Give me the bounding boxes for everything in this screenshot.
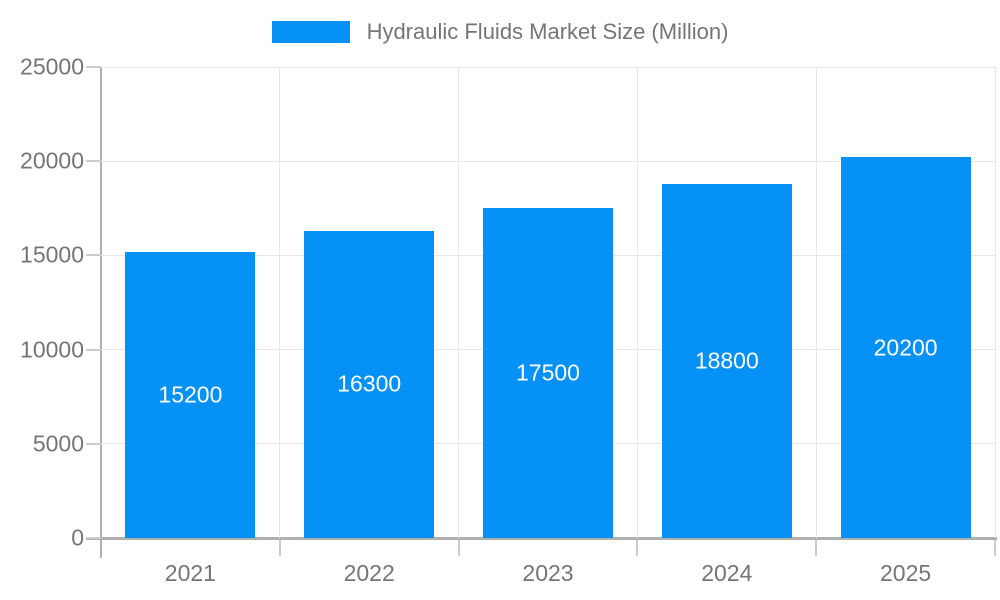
y-axis-tick [86,254,101,257]
x-axis-category-label: 2025 [880,560,932,586]
plot-area: 15200 16300 17500 18800 20200 [101,66,996,538]
legend-label: Hydraulic Fluids Market Size (Million) [366,19,729,44]
x-axis-baseline [86,537,997,540]
y-axis-tick-label: 20000 [20,147,84,174]
y-axis-tick [86,66,101,68]
h-gridline [101,66,995,68]
y-axis-tick-label: 10000 [20,336,84,363]
legend-swatch[interactable] [271,21,350,43]
v-gridline [458,67,460,538]
bar-2025[interactable]: 20200 [840,157,971,538]
y-axis-tick [86,442,101,445]
v-gridline [994,67,996,538]
bar-value-label: 15200 [158,381,223,408]
x-axis-category-label: 2022 [343,560,395,586]
bar-value-label: 18800 [694,347,759,374]
x-axis-category-label: 2024 [701,560,753,586]
x-axis-category-label: 2021 [164,560,216,586]
v-gridline [279,67,281,538]
v-gridline [636,67,638,538]
y-axis-tick [86,160,101,163]
y-axis-tick-label: 0 [71,524,84,551]
v-gridline [815,67,817,538]
y-axis-tick-label: 25000 [20,53,84,80]
x-axis-tick [994,540,996,556]
x-axis-tick [457,540,460,556]
bar-2023[interactable]: 17500 [483,208,613,538]
x-axis-tick [636,540,639,556]
bar-2022[interactable]: 16300 [304,230,435,538]
x-axis-tick [278,540,281,556]
x-axis-category-label: 2023 [522,560,574,586]
bar-2024[interactable]: 18800 [661,183,792,538]
bar-2021[interactable]: 15200 [125,251,256,538]
bar-value-label: 20200 [873,334,938,361]
y-axis-line [100,67,102,558]
y-axis-tick [86,537,101,539]
h-gridline [101,160,995,162]
bar-value-label: 16300 [337,370,402,397]
x-axis-tick [815,540,818,556]
y-axis-tick [86,348,101,351]
legend[interactable]: Hydraulic Fluids Market Size (Million) [0,19,1000,45]
bar-value-label: 17500 [516,359,580,386]
y-axis-tick-label: 15000 [20,241,84,268]
y-axis-tick-label: 5000 [32,430,84,457]
